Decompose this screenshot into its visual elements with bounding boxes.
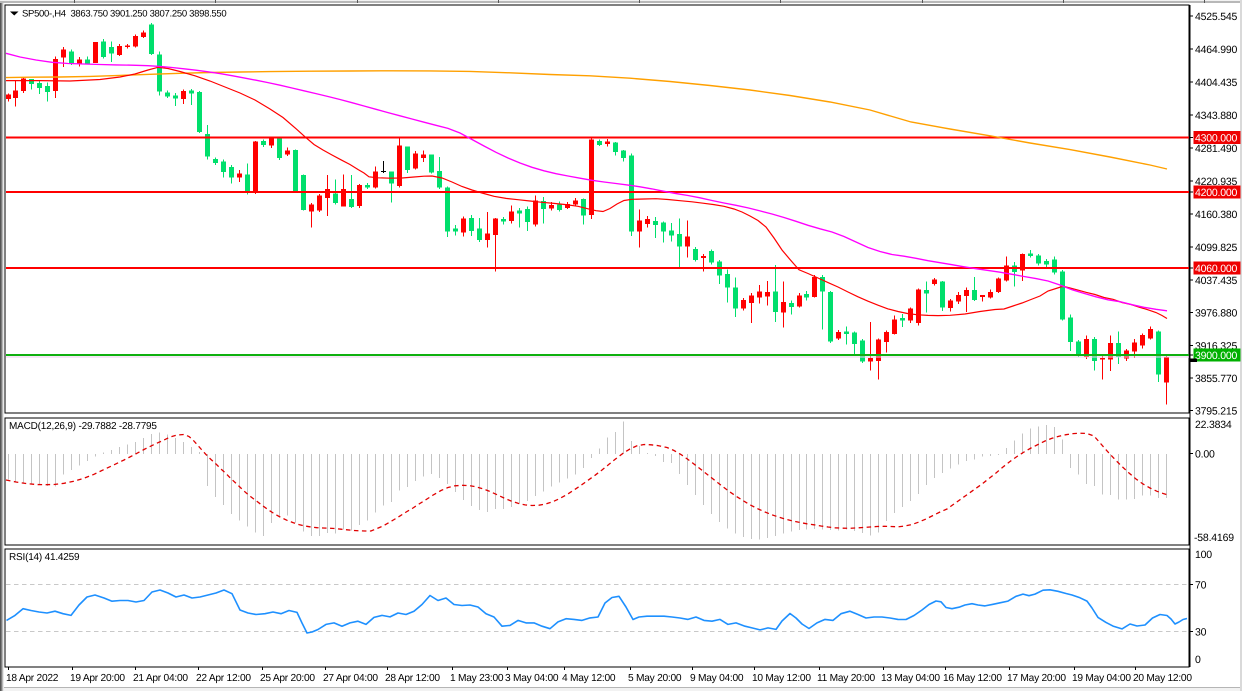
svg-text:0.00: 0.00 (1195, 449, 1215, 461)
svg-text:27 Apr 04:00: 27 Apr 04:00 (323, 673, 378, 684)
svg-text:4060.000: 4060.000 (1195, 263, 1238, 275)
svg-text:20 May 12:00: 20 May 12:00 (1133, 673, 1192, 684)
svg-text:1 May 23:00: 1 May 23:00 (450, 673, 504, 684)
svg-text:4160.380: 4160.380 (1195, 209, 1238, 221)
svg-text:3900.000: 3900.000 (1195, 350, 1238, 362)
svg-text:4037.435: 4037.435 (1195, 275, 1238, 287)
svg-text:5 May 20:00: 5 May 20:00 (628, 673, 682, 684)
svg-text:3855.770: 3855.770 (1195, 373, 1238, 385)
svg-text:19 May 04:00: 19 May 04:00 (1072, 673, 1131, 684)
svg-text:4404.435: 4404.435 (1195, 77, 1238, 89)
svg-text:16 May 12:00: 16 May 12:00 (943, 673, 1002, 684)
svg-text:SP500-,H4 3863.750 3901.250 3: SP500-,H4 3863.750 3901.250 3807.250 389… (22, 9, 226, 20)
svg-text:4220.935: 4220.935 (1195, 176, 1238, 188)
svg-text:4281.490: 4281.490 (1195, 143, 1238, 155)
svg-text:4464.990: 4464.990 (1195, 44, 1238, 56)
svg-text:3795.215: 3795.215 (1195, 406, 1238, 418)
svg-text:4525.545: 4525.545 (1195, 11, 1238, 23)
svg-text:30: 30 (1195, 627, 1207, 639)
svg-text:RSI(14) 41.4259: RSI(14) 41.4259 (9, 552, 80, 563)
svg-text:4300.000: 4300.000 (1195, 133, 1238, 145)
svg-text:17 May 20:00: 17 May 20:00 (1007, 673, 1066, 684)
svg-text:10 May 12:00: 10 May 12:00 (752, 673, 811, 684)
svg-text:18 Apr 2022: 18 Apr 2022 (6, 673, 59, 684)
svg-text:4099.825: 4099.825 (1195, 242, 1238, 254)
svg-text:100: 100 (1195, 549, 1212, 561)
svg-text:70: 70 (1195, 580, 1207, 592)
svg-text:22 Apr 12:00: 22 Apr 12:00 (196, 673, 251, 684)
svg-text:0: 0 (1195, 654, 1201, 666)
svg-text:22.3834: 22.3834 (1195, 419, 1232, 431)
svg-text:19 Apr 20:00: 19 Apr 20:00 (70, 673, 125, 684)
svg-text:28 Apr 12:00: 28 Apr 12:00 (385, 673, 440, 684)
svg-text:25 Apr 20:00: 25 Apr 20:00 (260, 673, 315, 684)
svg-text:3 May 04:00: 3 May 04:00 (505, 673, 559, 684)
svg-text:4 May 12:00: 4 May 12:00 (562, 673, 616, 684)
svg-text:11 May 20:00: 11 May 20:00 (817, 673, 876, 684)
svg-text:-58.4169: -58.4169 (1194, 532, 1234, 544)
svg-text:4200.000: 4200.000 (1195, 187, 1238, 199)
svg-text:21 Apr 04:00: 21 Apr 04:00 (133, 673, 188, 684)
svg-text:MACD(12,26,9) -29.7882 -28.779: MACD(12,26,9) -29.7882 -28.7795 (9, 421, 157, 432)
svg-text:4343.880: 4343.880 (1195, 110, 1238, 122)
svg-text:9 May 04:00: 9 May 04:00 (690, 673, 744, 684)
svg-text:3976.880: 3976.880 (1195, 308, 1238, 320)
svg-text:13 May 04:00: 13 May 04:00 (881, 673, 940, 684)
